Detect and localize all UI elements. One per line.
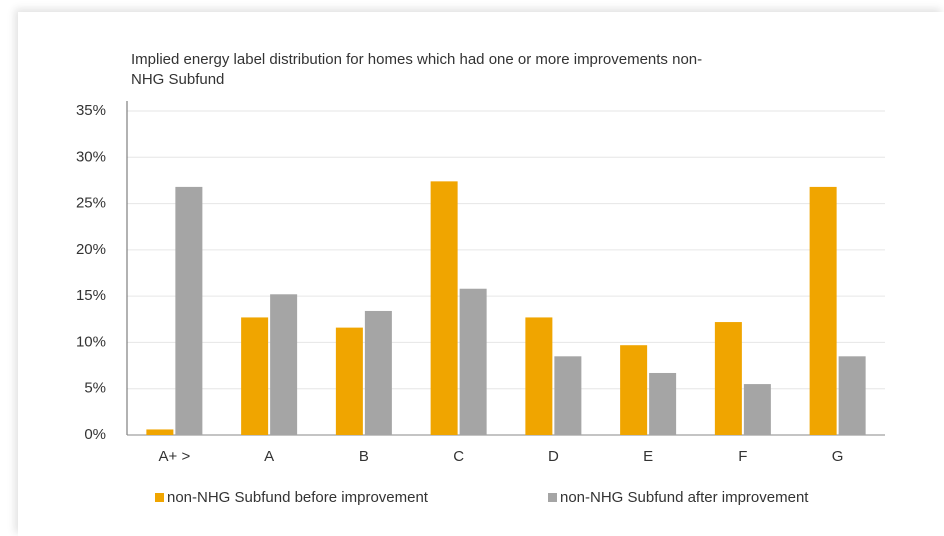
x-tick-label: E	[643, 448, 653, 465]
y-tick-label: 5%	[84, 380, 106, 397]
bar	[459, 288, 487, 435]
bar	[175, 186, 203, 435]
x-tick-label: A	[264, 448, 274, 465]
legend-swatch	[155, 493, 164, 502]
bar	[430, 181, 458, 435]
x-tick-label: F	[738, 448, 747, 465]
bar	[554, 356, 582, 435]
y-tick-label: 30%	[76, 148, 106, 165]
x-tick-label: D	[548, 448, 559, 465]
bar	[364, 310, 392, 435]
y-tick-label: 15%	[76, 287, 106, 304]
bar	[146, 429, 174, 435]
bar	[649, 372, 677, 435]
x-tick-label: G	[832, 448, 844, 465]
bar	[838, 356, 866, 435]
x-tick-label: B	[359, 448, 369, 465]
y-tick-label: 35%	[76, 102, 106, 119]
bar	[525, 317, 553, 435]
bar	[335, 327, 363, 435]
legend-swatch	[548, 493, 557, 502]
bar	[620, 345, 648, 435]
y-tick-label: 25%	[76, 195, 106, 212]
legend-label: non-NHG Subfund after improvement	[560, 489, 809, 506]
chart-title: Implied energy label distribution for ho…	[131, 51, 703, 88]
bar	[270, 294, 298, 435]
legend-label: non-NHG Subfund before improvement	[167, 489, 429, 506]
chart-card	[18, 12, 944, 536]
y-tick-label: 20%	[76, 241, 106, 258]
bar	[241, 317, 269, 435]
y-tick-label: 10%	[76, 333, 106, 350]
x-tick-label: C	[453, 448, 464, 465]
bar	[809, 186, 837, 435]
y-tick-label: 0%	[84, 426, 106, 443]
bar	[743, 384, 771, 435]
bar	[714, 322, 742, 435]
x-tick-label: A+ >	[159, 448, 191, 465]
